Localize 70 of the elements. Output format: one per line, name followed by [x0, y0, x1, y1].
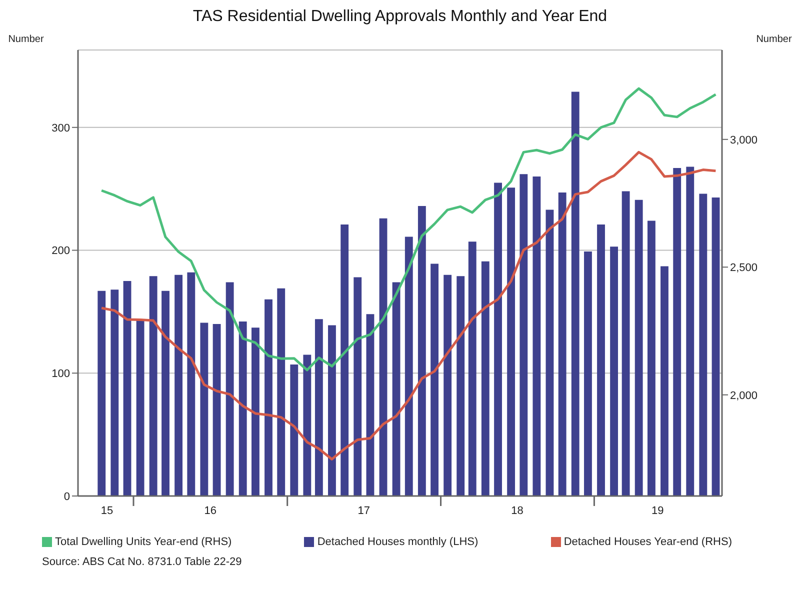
bar [277, 288, 286, 496]
bar [597, 224, 605, 496]
bar [546, 210, 554, 496]
x-tick-label: 18 [511, 505, 524, 517]
bar [558, 192, 566, 496]
y2-tick-label: 3,000 [730, 134, 758, 146]
bar [149, 276, 158, 496]
bar [314, 319, 323, 496]
bar [392, 282, 400, 496]
bar [660, 266, 668, 496]
bar [430, 264, 439, 496]
bar [456, 276, 465, 496]
y2-tick-label: 2,500 [730, 262, 758, 274]
bar [303, 354, 312, 496]
y-tick-label: 300 [52, 122, 70, 134]
bar [468, 242, 476, 496]
bar [418, 206, 426, 496]
y-axis-title: Number [8, 34, 44, 45]
bar [110, 290, 119, 496]
bar [712, 197, 720, 496]
x-tick-label: 16 [204, 505, 217, 517]
bar [340, 224, 349, 496]
bar [328, 325, 336, 496]
source-note: Source: ABS Cat No. 8731.0 Table 22-29 [42, 556, 243, 568]
bar [622, 191, 630, 496]
bar [212, 324, 221, 496]
y2-axis-title: Number [756, 34, 792, 45]
legend-label: Detached Houses Year-end (RHS) [564, 536, 732, 548]
bar [610, 246, 618, 496]
bar [379, 218, 388, 496]
bar [647, 220, 656, 496]
bar [532, 176, 541, 496]
y2-tick-label: 2,000 [730, 390, 758, 402]
bar [290, 364, 298, 496]
bar [162, 290, 170, 496]
bar [494, 182, 502, 496]
y-tick-label: 0 [64, 490, 70, 503]
bar [238, 322, 247, 496]
legend-label: Detached Houses monthly (LHS) [317, 536, 478, 548]
bar [123, 280, 132, 496]
bar [699, 194, 708, 496]
bar [686, 166, 694, 496]
bar [571, 92, 580, 496]
bar [200, 322, 208, 496]
line-series [100, 150, 717, 460]
bar [673, 168, 682, 496]
bar [634, 200, 643, 496]
x-tick-label: 17 [358, 505, 370, 517]
bar [444, 274, 452, 496]
bar [136, 320, 144, 496]
bar [366, 314, 374, 496]
y-tick-label: 200 [52, 245, 70, 258]
bar [404, 236, 413, 496]
bar [507, 188, 516, 496]
x-tick-label: 15 [100, 505, 114, 517]
bar [252, 328, 260, 496]
bar [354, 277, 362, 496]
bar [187, 272, 196, 496]
chart-title: TAS Residential Dwelling Approvals Monthly and Year End [192, 8, 608, 26]
y-tick-label: 100 [52, 368, 70, 380]
bar [481, 261, 490, 496]
line-series [100, 87, 717, 372]
bar [264, 299, 272, 496]
bar [174, 274, 183, 496]
bar [584, 252, 592, 496]
x-tick-label: 19 [652, 505, 664, 517]
bar [226, 282, 234, 496]
bar [98, 290, 106, 496]
bar [520, 174, 528, 496]
legend-label: Total Dwelling Units Year-end (RHS) [55, 536, 232, 548]
